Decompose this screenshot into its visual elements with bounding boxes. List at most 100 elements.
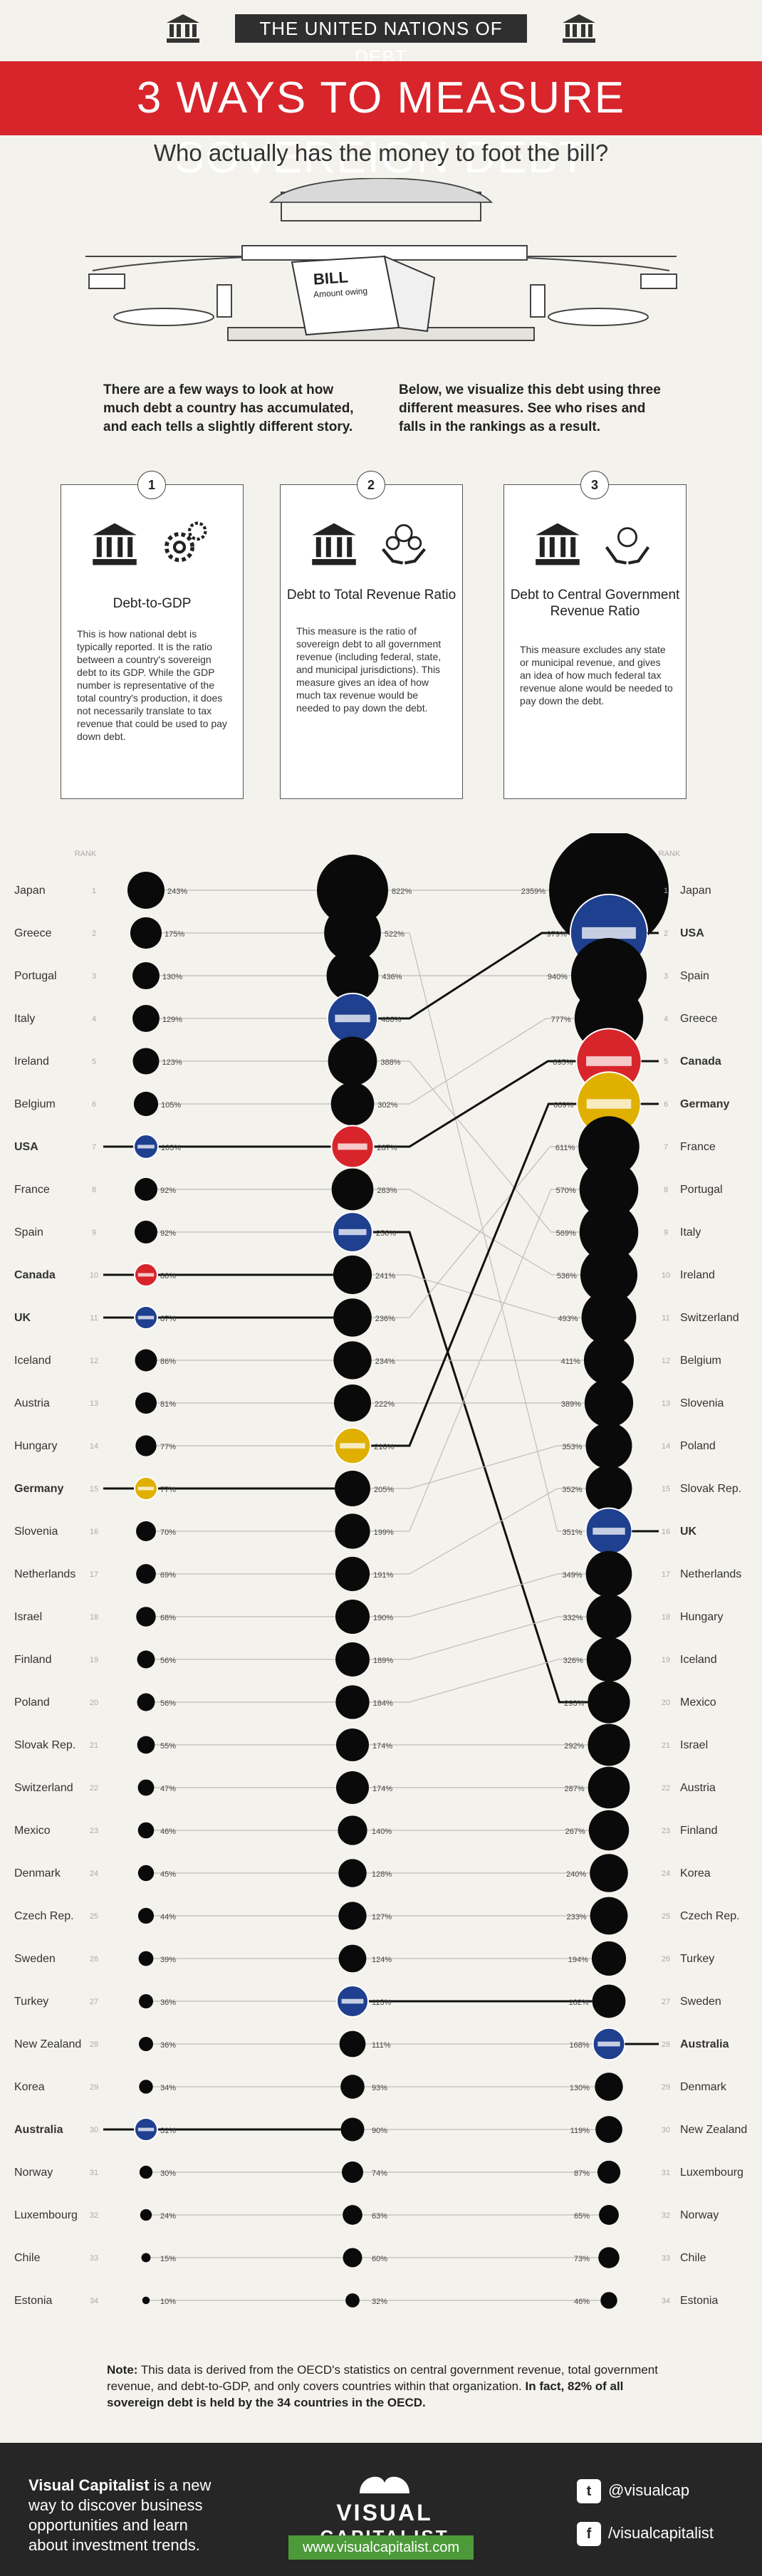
bubble-left bbox=[132, 1048, 160, 1075]
value-label-right: 267% bbox=[565, 1827, 585, 1836]
value-label-mid: 124% bbox=[372, 1956, 392, 1964]
link-line-right bbox=[380, 932, 586, 1532]
facebook-link[interactable]: f/visualcapitalist bbox=[577, 2521, 714, 2547]
bubble-mid bbox=[335, 1513, 370, 1549]
value-label-mid: 90% bbox=[372, 2127, 387, 2135]
value-label-mid: 222% bbox=[375, 1400, 395, 1409]
country-label-left: Japan bbox=[14, 885, 46, 897]
rank-number-right: 2 bbox=[664, 929, 668, 938]
value-label-mid: 127% bbox=[372, 1913, 392, 1921]
value-label-mid: 210% bbox=[374, 1443, 394, 1451]
value-label-right: 536% bbox=[557, 1272, 577, 1281]
bubble-right bbox=[585, 1550, 632, 1597]
country-label-right: Sweden bbox=[680, 1996, 721, 2008]
country-label-right: Canada bbox=[680, 1055, 721, 1068]
country-label-left: USA bbox=[14, 1141, 38, 1153]
country-label-left: France bbox=[14, 1184, 50, 1196]
value-label-mid: 283% bbox=[377, 1187, 397, 1195]
value-label-left: 103% bbox=[161, 1144, 181, 1152]
bubble-left bbox=[139, 2165, 153, 2179]
value-label-right: 130% bbox=[570, 2084, 590, 2092]
card-title: Debt to Total Revenue Ratio bbox=[286, 588, 456, 603]
rank-number-right: 1 bbox=[664, 887, 668, 895]
country-label-left: Czech Rep. bbox=[14, 1910, 74, 1922]
bubble-mid bbox=[330, 1082, 375, 1126]
country-label-left: Norway bbox=[14, 2166, 53, 2179]
rank-number-right: 21 bbox=[662, 1741, 670, 1750]
bubble-mid-uk-stripe bbox=[338, 1229, 367, 1236]
value-label-left: 30% bbox=[160, 2169, 176, 2178]
twitter-link[interactable]: t @visualcap bbox=[577, 2478, 689, 2504]
value-label-mid: 205% bbox=[374, 1486, 394, 1494]
bubble-right-australia-stripe bbox=[597, 2041, 620, 2047]
note-text: This data is derived from the OECD's sta… bbox=[107, 2363, 658, 2393]
rank-number-left: 12 bbox=[90, 1357, 98, 1365]
country-label-right: Turkey bbox=[680, 1953, 714, 1965]
value-label-left: 36% bbox=[160, 2041, 176, 2050]
link-line-right bbox=[370, 1189, 580, 1532]
rank-number-right: 14 bbox=[662, 1442, 670, 1451]
rank-number-right: 19 bbox=[662, 1656, 670, 1664]
bubble-mid-canada-stripe bbox=[338, 1143, 367, 1150]
rank-number-right: 15 bbox=[662, 1485, 670, 1493]
country-label-left: Switzerland bbox=[14, 1782, 73, 1794]
rank-number-left: 26 bbox=[90, 1955, 98, 1964]
logo-text-top: VISUAL bbox=[336, 2500, 433, 2525]
value-label-right: 240% bbox=[566, 1870, 586, 1879]
value-label-right: 326% bbox=[563, 1657, 583, 1665]
value-label-left: 68% bbox=[160, 1614, 176, 1622]
bubble-left bbox=[136, 1564, 156, 1584]
country-label-right: Mexico bbox=[680, 1696, 716, 1709]
bubble-mid bbox=[343, 2205, 362, 2225]
value-label-mid: 113% bbox=[372, 1998, 392, 2007]
country-label-left: Belgium bbox=[14, 1098, 56, 1110]
rank-number-left: 31 bbox=[90, 2169, 98, 2177]
website-link[interactable]: www.visualcapitalist.com bbox=[288, 2535, 474, 2560]
value-label-mid: 63% bbox=[372, 2212, 387, 2221]
value-label-mid: 60% bbox=[372, 2255, 387, 2263]
value-label-right: 293% bbox=[564, 1699, 584, 1708]
country-label-right: Denmark bbox=[680, 2081, 727, 2093]
bubble-right-canada-stripe bbox=[586, 1056, 632, 1066]
bubble-right-germany-stripe bbox=[586, 1099, 632, 1109]
note-label: Note: bbox=[107, 2363, 138, 2377]
country-label-left: Germany bbox=[14, 1483, 63, 1495]
link-line-right bbox=[369, 1616, 587, 1660]
link-line-right bbox=[372, 1231, 588, 1704]
value-label-left: 24% bbox=[160, 2212, 176, 2221]
bubble-right bbox=[579, 1202, 639, 1262]
value-label-left: 87% bbox=[160, 1315, 176, 1323]
rank-number-right: 24 bbox=[662, 1870, 670, 1878]
rank-number-left: 15 bbox=[90, 1485, 98, 1493]
rank-number-left: 3 bbox=[92, 972, 96, 981]
country-label-left: Slovak Rep. bbox=[14, 1739, 75, 1751]
bubble-mid bbox=[333, 1341, 372, 1380]
bubble-left bbox=[135, 1178, 157, 1201]
rank-number-left: 1 bbox=[92, 887, 96, 895]
bubble-right bbox=[586, 1594, 632, 1639]
card-debt-to-central-revenue: 3 Debt to Central Government Revenue Rat… bbox=[503, 471, 687, 799]
rank-number-right: 25 bbox=[662, 1912, 670, 1921]
link-line-right bbox=[373, 1060, 577, 1148]
bubble-left bbox=[137, 1779, 155, 1796]
card-title: Debt to Central Government Revenue Ratio bbox=[510, 588, 680, 619]
country-label-left: Hungary bbox=[14, 1440, 57, 1452]
country-label-right: Australia bbox=[680, 2038, 729, 2050]
bubble-left bbox=[135, 1349, 157, 1372]
bubble-left bbox=[136, 1521, 156, 1541]
rank-number-left: 25 bbox=[90, 1912, 98, 1921]
card-text: This measure excludes any state or munic… bbox=[520, 644, 673, 706]
country-label-left: Spain bbox=[14, 1226, 43, 1239]
country-label-left: Netherlands bbox=[14, 1568, 75, 1580]
value-label-mid: 287% bbox=[377, 1144, 397, 1152]
country-label-left: Ireland bbox=[14, 1055, 49, 1068]
country-label-right: Luxembourg bbox=[680, 2166, 743, 2179]
rank-number-left: 20 bbox=[90, 1699, 98, 1707]
value-label-left: 69% bbox=[160, 1571, 176, 1580]
country-label-right: UK bbox=[680, 1526, 697, 1538]
rank-number-left: 23 bbox=[90, 1827, 98, 1835]
country-label-right: Italy bbox=[680, 1226, 701, 1239]
country-label-left: Australia bbox=[14, 2124, 63, 2136]
value-label-mid: 436% bbox=[382, 973, 402, 981]
